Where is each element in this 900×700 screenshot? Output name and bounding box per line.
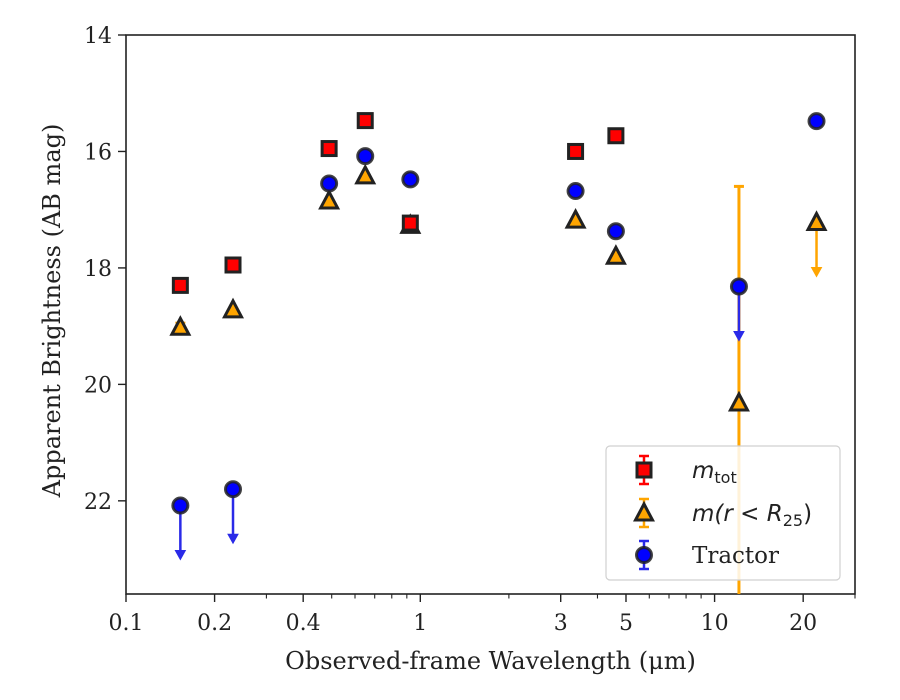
upper-limit-arrowhead [733, 331, 745, 342]
legend-label-tractor: Tractor [692, 543, 779, 569]
legend-entry-mtot: mtot [635, 454, 737, 487]
legend-marker-mtot [635, 461, 653, 479]
data-point-mtot [356, 112, 374, 130]
data-point-tractor [356, 147, 375, 166]
data-point-tractor [171, 496, 190, 515]
legend-entry-tractor: Tractor [635, 539, 779, 571]
data-point-mr25 [564, 207, 587, 229]
y-axis-title: Apparent Brightness (AB mag) [38, 124, 66, 499]
legend-label-mr25: m(r < R25) [692, 501, 812, 530]
x-tick-label: 20 [789, 611, 817, 636]
data-point-mr25 [318, 188, 341, 210]
data-point-mtot [171, 276, 189, 294]
series-tractor [171, 112, 826, 561]
data-point-tractor [807, 112, 826, 131]
data-point-mtot [567, 142, 585, 160]
x-tick-label: 3 [554, 611, 568, 636]
data-point-mr25 [354, 163, 377, 185]
data-point-mtot [320, 140, 338, 158]
data-point-mr25 [604, 244, 627, 265]
x-axis-title: Observed-frame Wavelength (μm) [285, 647, 696, 675]
data-point-mr25 [169, 315, 192, 336]
y-tick-label: 16 [84, 140, 112, 165]
x-tick-label: 10 [701, 611, 729, 636]
data-point-mr25 [727, 390, 750, 412]
upper-limit-arrowhead [174, 549, 187, 561]
y-tick-label: 14 [84, 24, 112, 49]
x-tick-label: 0.2 [197, 611, 232, 636]
y-tick-label: 22 [84, 490, 112, 515]
legend-box [605, 445, 841, 581]
data-point-mr25 [222, 297, 245, 319]
y-tick-label: 18 [84, 257, 112, 282]
x-tick-label: 5 [619, 611, 633, 636]
x-tick-label: 0.1 [109, 611, 144, 636]
series-mtot [171, 112, 625, 294]
data-point-tractor [224, 480, 243, 499]
data-point-tractor [566, 182, 585, 201]
x-tick-label: 1 [413, 611, 427, 636]
data-point-tractor [729, 277, 748, 296]
data-point-mr25 [805, 210, 828, 231]
upper-limit-arrowhead [810, 266, 823, 278]
axis-ticks: 0.1 0.2 0.4 1 3 5 10 20 14 16 18 20 22 [84, 24, 856, 636]
axes-frame [125, 34, 856, 595]
data-point-tractor [401, 170, 420, 189]
x-tick-label: 0.4 [286, 611, 321, 636]
upper-limit-arrowhead [227, 533, 239, 545]
legend: mtot m(r < R25) Tractor [605, 445, 841, 581]
data-point-mtot [607, 127, 625, 145]
y-tick-label: 20 [84, 373, 112, 398]
legend-label-mtot: mtot [692, 458, 737, 487]
data-point-tractor [606, 222, 625, 241]
legend-entry-mr25: m(r < R25) [633, 497, 812, 530]
data-point-mtot [224, 256, 242, 274]
legend-marker-tractor [635, 546, 653, 564]
data-point-tractor [320, 174, 339, 193]
data-point-mtot [401, 214, 419, 232]
legend-marker-mr25 [633, 500, 655, 522]
